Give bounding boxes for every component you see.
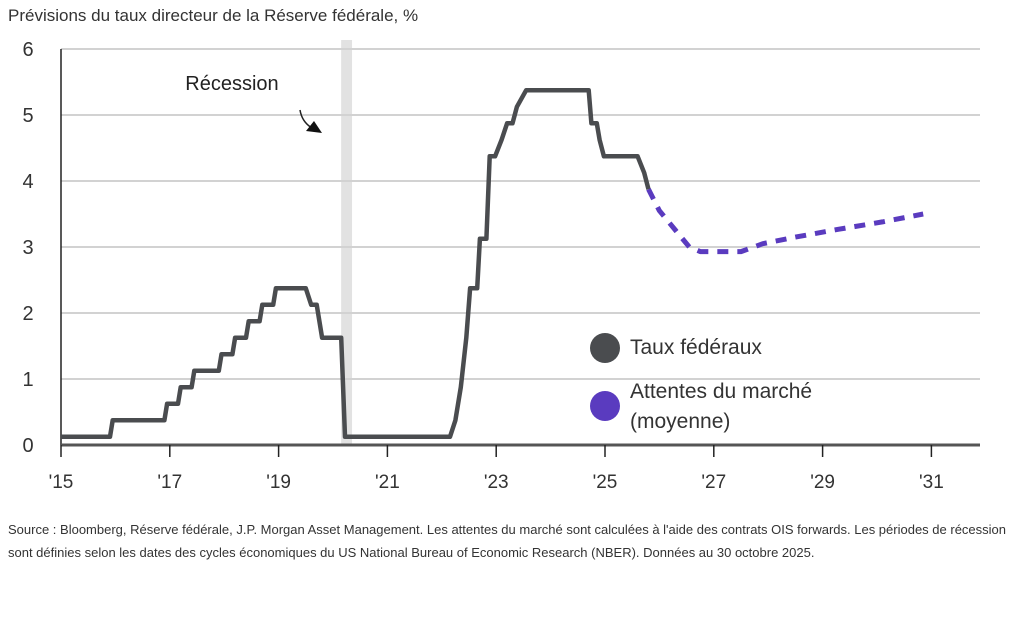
x-tick-label: '15 [49, 472, 74, 493]
legend-item-fed-rate: Taux fédéraux [590, 333, 762, 363]
market-expectations-line [646, 188, 924, 255]
y-tick-label: 2 [22, 303, 33, 325]
source-note: Source : Bloomberg, Réserve fédérale, J.… [8, 522, 1006, 560]
y-tick-label: 3 [22, 237, 33, 259]
fed-funds-line [61, 88, 651, 440]
x-tick-label: '21 [375, 472, 400, 493]
legend-swatch-fed-rate [590, 333, 620, 363]
recession-band [341, 40, 353, 445]
recession-arrowhead [306, 121, 322, 133]
y-tick-label: 1 [22, 369, 33, 391]
x-tick-label: '17 [157, 472, 182, 493]
y-tick-label: 4 [22, 171, 33, 193]
x-tick-label: '31 [919, 472, 944, 493]
x-tick-label: '27 [701, 472, 726, 493]
x-tick-label: '25 [593, 472, 618, 493]
x-tick-label: '19 [266, 472, 291, 493]
recession-label: Récession [185, 73, 278, 95]
y-tick-label: 0 [22, 435, 33, 457]
chart-title: Prévisions du taux directeur de la Réser… [8, 6, 419, 25]
y-tick-label: 5 [22, 105, 33, 127]
recession-arrow [299, 109, 313, 129]
legend-swatch-market [590, 391, 620, 421]
x-tick-label: '29 [810, 472, 835, 493]
legend-item-market: Attentes du marché (moyenne) [590, 377, 890, 437]
legend-label-market: Attentes du marché (moyenne) [630, 380, 813, 433]
x-tick-label: '23 [484, 472, 509, 493]
y-tick-label: 6 [22, 39, 33, 61]
rate-chart: 0 1 2 3 4 5 6 '15 '17 '19 '21 '23 '25 '27 '29 '31 Récess… [22, 39, 980, 493]
legend-label-fed-rate: Taux fédéraux [630, 336, 762, 359]
